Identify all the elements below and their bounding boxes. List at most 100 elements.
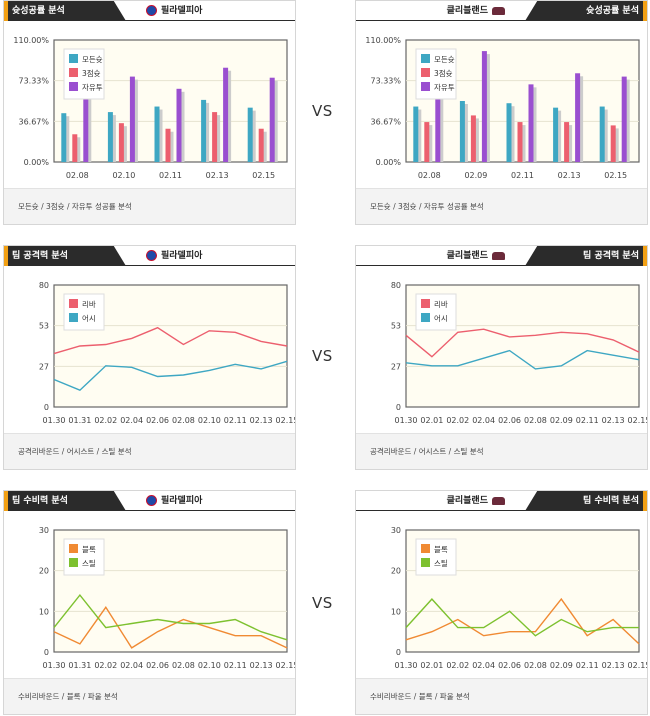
team-name-text: 필라델피아 <box>161 251 203 261</box>
bar-shadow <box>509 106 515 162</box>
y-tick-label: 36.67% <box>370 117 401 126</box>
bar-자유투 <box>269 77 275 162</box>
series-line-리바 <box>53 326 288 355</box>
x-tick-label: 02.06 <box>498 416 521 425</box>
bar-shadow <box>226 70 232 162</box>
bar-shadow <box>157 109 163 162</box>
bar-자유투 <box>528 84 534 162</box>
bar-모든슛 <box>247 107 253 162</box>
x-tick-label: 02.15 <box>276 416 295 425</box>
x-tick-label: 02.08 <box>66 171 89 180</box>
panel-footer-caption: 모든슛 / 3점슛 / 자유투 성공률 분석 <box>4 188 295 224</box>
bar-shadow <box>484 54 490 162</box>
shooting-panel-right: 슛성공률 분석 클리블랜드 모든슛 / 3점슛 / 자유투 성공률 분석 0.00% 3… <box>355 0 648 225</box>
legend-label: 어시 <box>82 313 96 323</box>
x-tick-label: 02.13 <box>558 171 581 180</box>
x-tick-label: 01.30 <box>43 661 66 670</box>
offense-panel-left: 팀 공격력 분석 필라델피아 공격리바운드 / 어시스트 / 스틸 분석 0 27 53 8… <box>3 245 296 470</box>
bar-shadow <box>132 79 138 162</box>
bar-shadow <box>416 109 422 162</box>
series-line-어시 <box>53 360 288 392</box>
x-tick-label: 02.06 <box>498 661 521 670</box>
legend-label: 블록 <box>82 545 96 554</box>
header-divider <box>4 510 295 511</box>
series-line-리바 <box>405 328 640 358</box>
cavaliers-logo <box>492 251 505 260</box>
x-tick-label: 01.31 <box>68 661 91 670</box>
series-line-블록 <box>53 606 288 649</box>
panel-footer-caption: 수비리바운드 / 블록 / 파울 분석 <box>4 678 295 714</box>
panel-title: 슛성공률 분석 <box>525 1 647 21</box>
x-tick-label: 02.09 <box>550 416 573 425</box>
panel-title: 팀 수비력 분석 <box>4 491 126 511</box>
bar-3점슛 <box>212 112 218 162</box>
bar-자유투 <box>575 73 581 162</box>
defense-panel-left: 팀 수비력 분석 필라델피아 수비리바운드 / 블록 / 파울 분석 0 10 20 30 0… <box>3 490 296 715</box>
bar-모든슛 <box>459 101 465 162</box>
x-tick-label: 02.11 <box>224 416 247 425</box>
y-tick-label: 30 <box>39 526 49 535</box>
defense-panel-right: 팀 수비력 분석 클리블랜드 수비리바운드 / 블록 / 파울 분석 0 10 20 30 0… <box>355 490 648 715</box>
y-tick-label: 73.33% <box>18 77 49 86</box>
legend-swatch <box>69 313 78 322</box>
series-line-스틸 <box>53 593 288 641</box>
y-tick-label: 20 <box>391 567 401 576</box>
x-tick-label: 02.13 <box>250 661 273 670</box>
legend-swatch <box>421 313 430 322</box>
x-tick-label: 02.15 <box>628 661 647 670</box>
bar-3점슛 <box>72 134 78 162</box>
y-tick-label: 30 <box>391 526 401 535</box>
bar-자유투 <box>621 76 627 162</box>
x-tick-label: 02.02 <box>94 661 117 670</box>
y-tick-label: 0 <box>396 403 401 412</box>
bar-자유투 <box>223 67 229 162</box>
legend-label: 모든슛 <box>82 55 103 64</box>
bar-shadow <box>272 80 278 162</box>
panel-header: 팀 공격력 분석 클리블랜드 <box>356 246 647 266</box>
title-accent <box>4 1 8 21</box>
legend-swatch <box>421 82 430 91</box>
x-tick-label: 02.08 <box>418 171 441 180</box>
bar-자유투 <box>176 88 182 162</box>
y-tick-label: 53 <box>391 322 401 331</box>
x-tick-label: 02.08 <box>524 661 547 670</box>
x-tick-label: 02.08 <box>172 416 195 425</box>
panel-footer-caption: 수비리바운드 / 블록 / 파울 분석 <box>356 678 647 714</box>
bar-모든슛 <box>107 112 113 162</box>
y-tick-label: 0.00% <box>376 158 402 167</box>
bar-shadow <box>613 128 619 162</box>
y-tick-label: 110.00% <box>13 36 49 45</box>
bar-모든슛 <box>154 106 160 162</box>
y-tick-label: 0.00% <box>24 158 50 167</box>
vs-label: VS <box>312 102 333 120</box>
x-tick-label: 02.15 <box>604 171 627 180</box>
bar-3점슛 <box>517 122 523 162</box>
legend-swatch <box>421 54 430 63</box>
team-name: 필라델피아 <box>146 246 202 266</box>
team-name: 클리블랜드 <box>447 246 505 266</box>
panel-header: 슛성공률 분석 필라델피아 <box>4 1 295 21</box>
y-tick-label: 27 <box>391 362 401 371</box>
x-tick-label: 02.06 <box>146 416 169 425</box>
y-tick-label: 110.00% <box>365 36 401 45</box>
bar-3점슛 <box>470 115 476 162</box>
chart: 0.00% 36.67% 73.33% 110.00% 02.08 02.09 02.11 0… <box>365 36 640 180</box>
title-accent <box>4 491 8 511</box>
bar-shadow <box>250 110 256 162</box>
x-tick-label: 02.06 <box>146 661 169 670</box>
legend-label: 리바 <box>434 299 448 309</box>
x-tick-label: 02.02 <box>446 661 469 670</box>
y-tick-label: 0 <box>44 403 49 412</box>
legend-label: 스틸 <box>82 559 96 568</box>
bar-shadow <box>438 92 444 162</box>
x-tick-label: 02.10 <box>198 416 221 425</box>
bar-3점슛 <box>258 128 264 162</box>
bar-자유투 <box>435 89 441 162</box>
header-divider <box>356 265 647 266</box>
panel-header: 팀 공격력 분석 필라델피아 <box>4 246 295 266</box>
team-name: 필라델피아 <box>146 491 202 511</box>
legend-label: 어시 <box>434 313 448 323</box>
team-name-text: 필라델피아 <box>161 6 203 16</box>
